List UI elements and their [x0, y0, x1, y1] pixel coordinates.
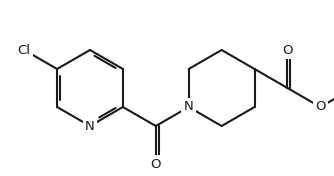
Text: Cl: Cl: [18, 43, 31, 56]
Text: O: O: [282, 43, 293, 56]
Text: N: N: [85, 120, 95, 133]
Text: N: N: [184, 100, 194, 114]
Text: O: O: [315, 100, 326, 114]
Text: O: O: [151, 158, 161, 171]
